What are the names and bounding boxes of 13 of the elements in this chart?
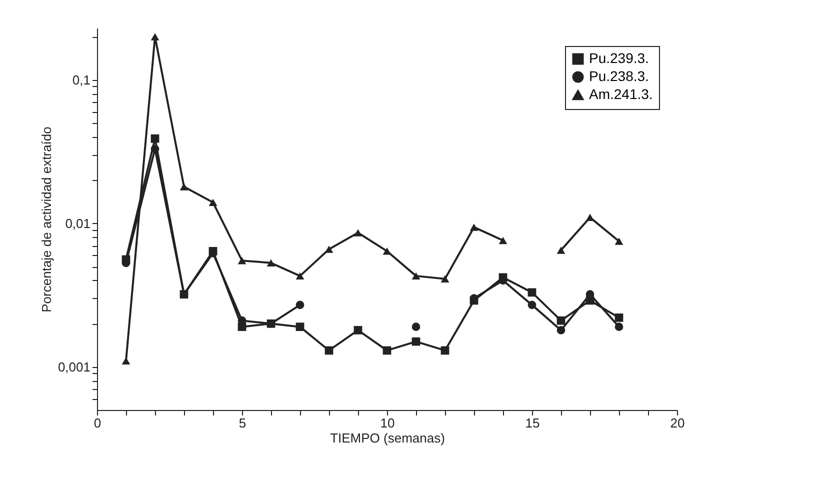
legend-label: Pu.239.3. bbox=[589, 50, 649, 66]
x-tick-label: 10 bbox=[380, 416, 395, 430]
x-tick-label: 5 bbox=[238, 416, 246, 430]
x-tick-label: 0 bbox=[94, 416, 102, 430]
x-tick-label: 15 bbox=[525, 416, 540, 430]
y-tick-label: 0,1 bbox=[72, 72, 90, 88]
y-axis-title: Porcentaje de actividad extraído bbox=[38, 126, 54, 312]
legend-label: Pu.238.3. bbox=[589, 68, 649, 84]
x-tick-label: 20 bbox=[670, 416, 685, 430]
y-tick-label: 0,01 bbox=[65, 216, 90, 231]
legend-label: Am.241.3. bbox=[589, 86, 653, 102]
y-tick-label: 0,001 bbox=[58, 359, 90, 374]
x-axis-title: TIEMPO (semanas) bbox=[330, 430, 445, 446]
